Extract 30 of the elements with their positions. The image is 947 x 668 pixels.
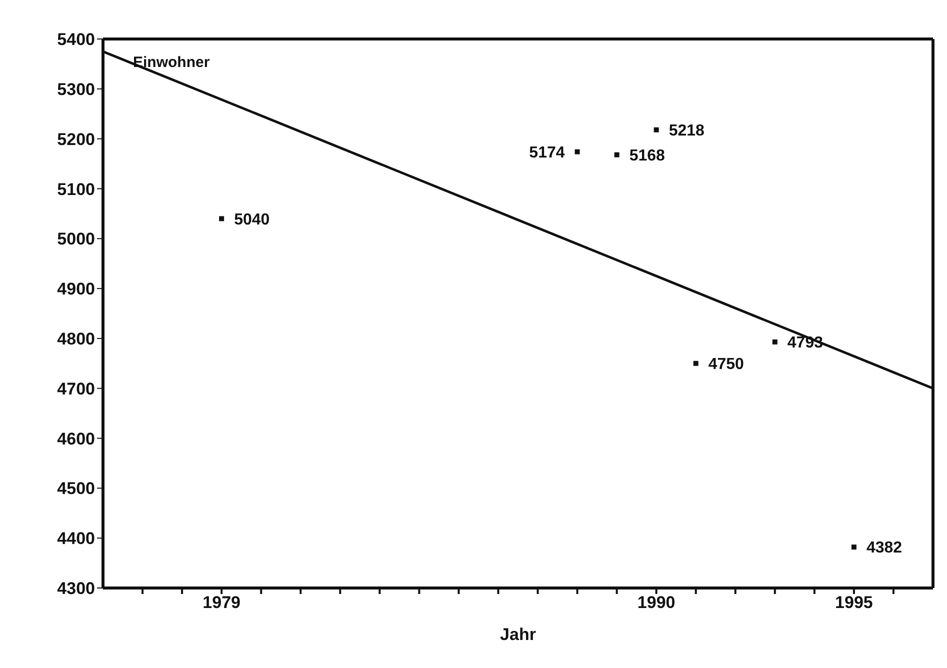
point: [693, 360, 698, 366]
point: [851, 544, 856, 550]
y-axis-title: Einwohner: [133, 54, 210, 71]
y-tick-label: 5400: [57, 30, 95, 50]
x-tick-label: 1995: [835, 593, 873, 612]
y-tick-label: 4700: [57, 379, 95, 398]
y-tick-label: 4300: [57, 579, 95, 598]
data-label: 5218: [668, 122, 705, 140]
data-label: 4750: [708, 356, 744, 374]
y-tick-label: 5200: [57, 130, 95, 149]
y-tick-label: 4400: [57, 529, 95, 548]
y-tick-label: 4500: [57, 479, 95, 498]
data-label: 5040: [234, 211, 270, 228]
y-tick-label: 5000: [57, 230, 95, 249]
x-tick-label: 1979: [202, 593, 240, 612]
y-tick-label: 4800: [57, 329, 95, 348]
y-tick-label: 5100: [57, 180, 95, 199]
y-tick-label: 5300: [57, 80, 95, 99]
data-label: 4382: [866, 540, 902, 557]
point: [219, 216, 224, 222]
data-label: 5174: [529, 144, 565, 162]
point: [574, 149, 580, 154]
x-tick-label: 1990: [637, 593, 676, 612]
point: [772, 339, 778, 344]
y-tick-label: 4600: [57, 429, 95, 448]
point: [654, 127, 659, 132]
y-tick-label: 4900: [57, 280, 95, 299]
x-axis-title: Jahr: [500, 625, 536, 644]
data-label: 5168: [629, 147, 666, 164]
point: [614, 152, 620, 158]
